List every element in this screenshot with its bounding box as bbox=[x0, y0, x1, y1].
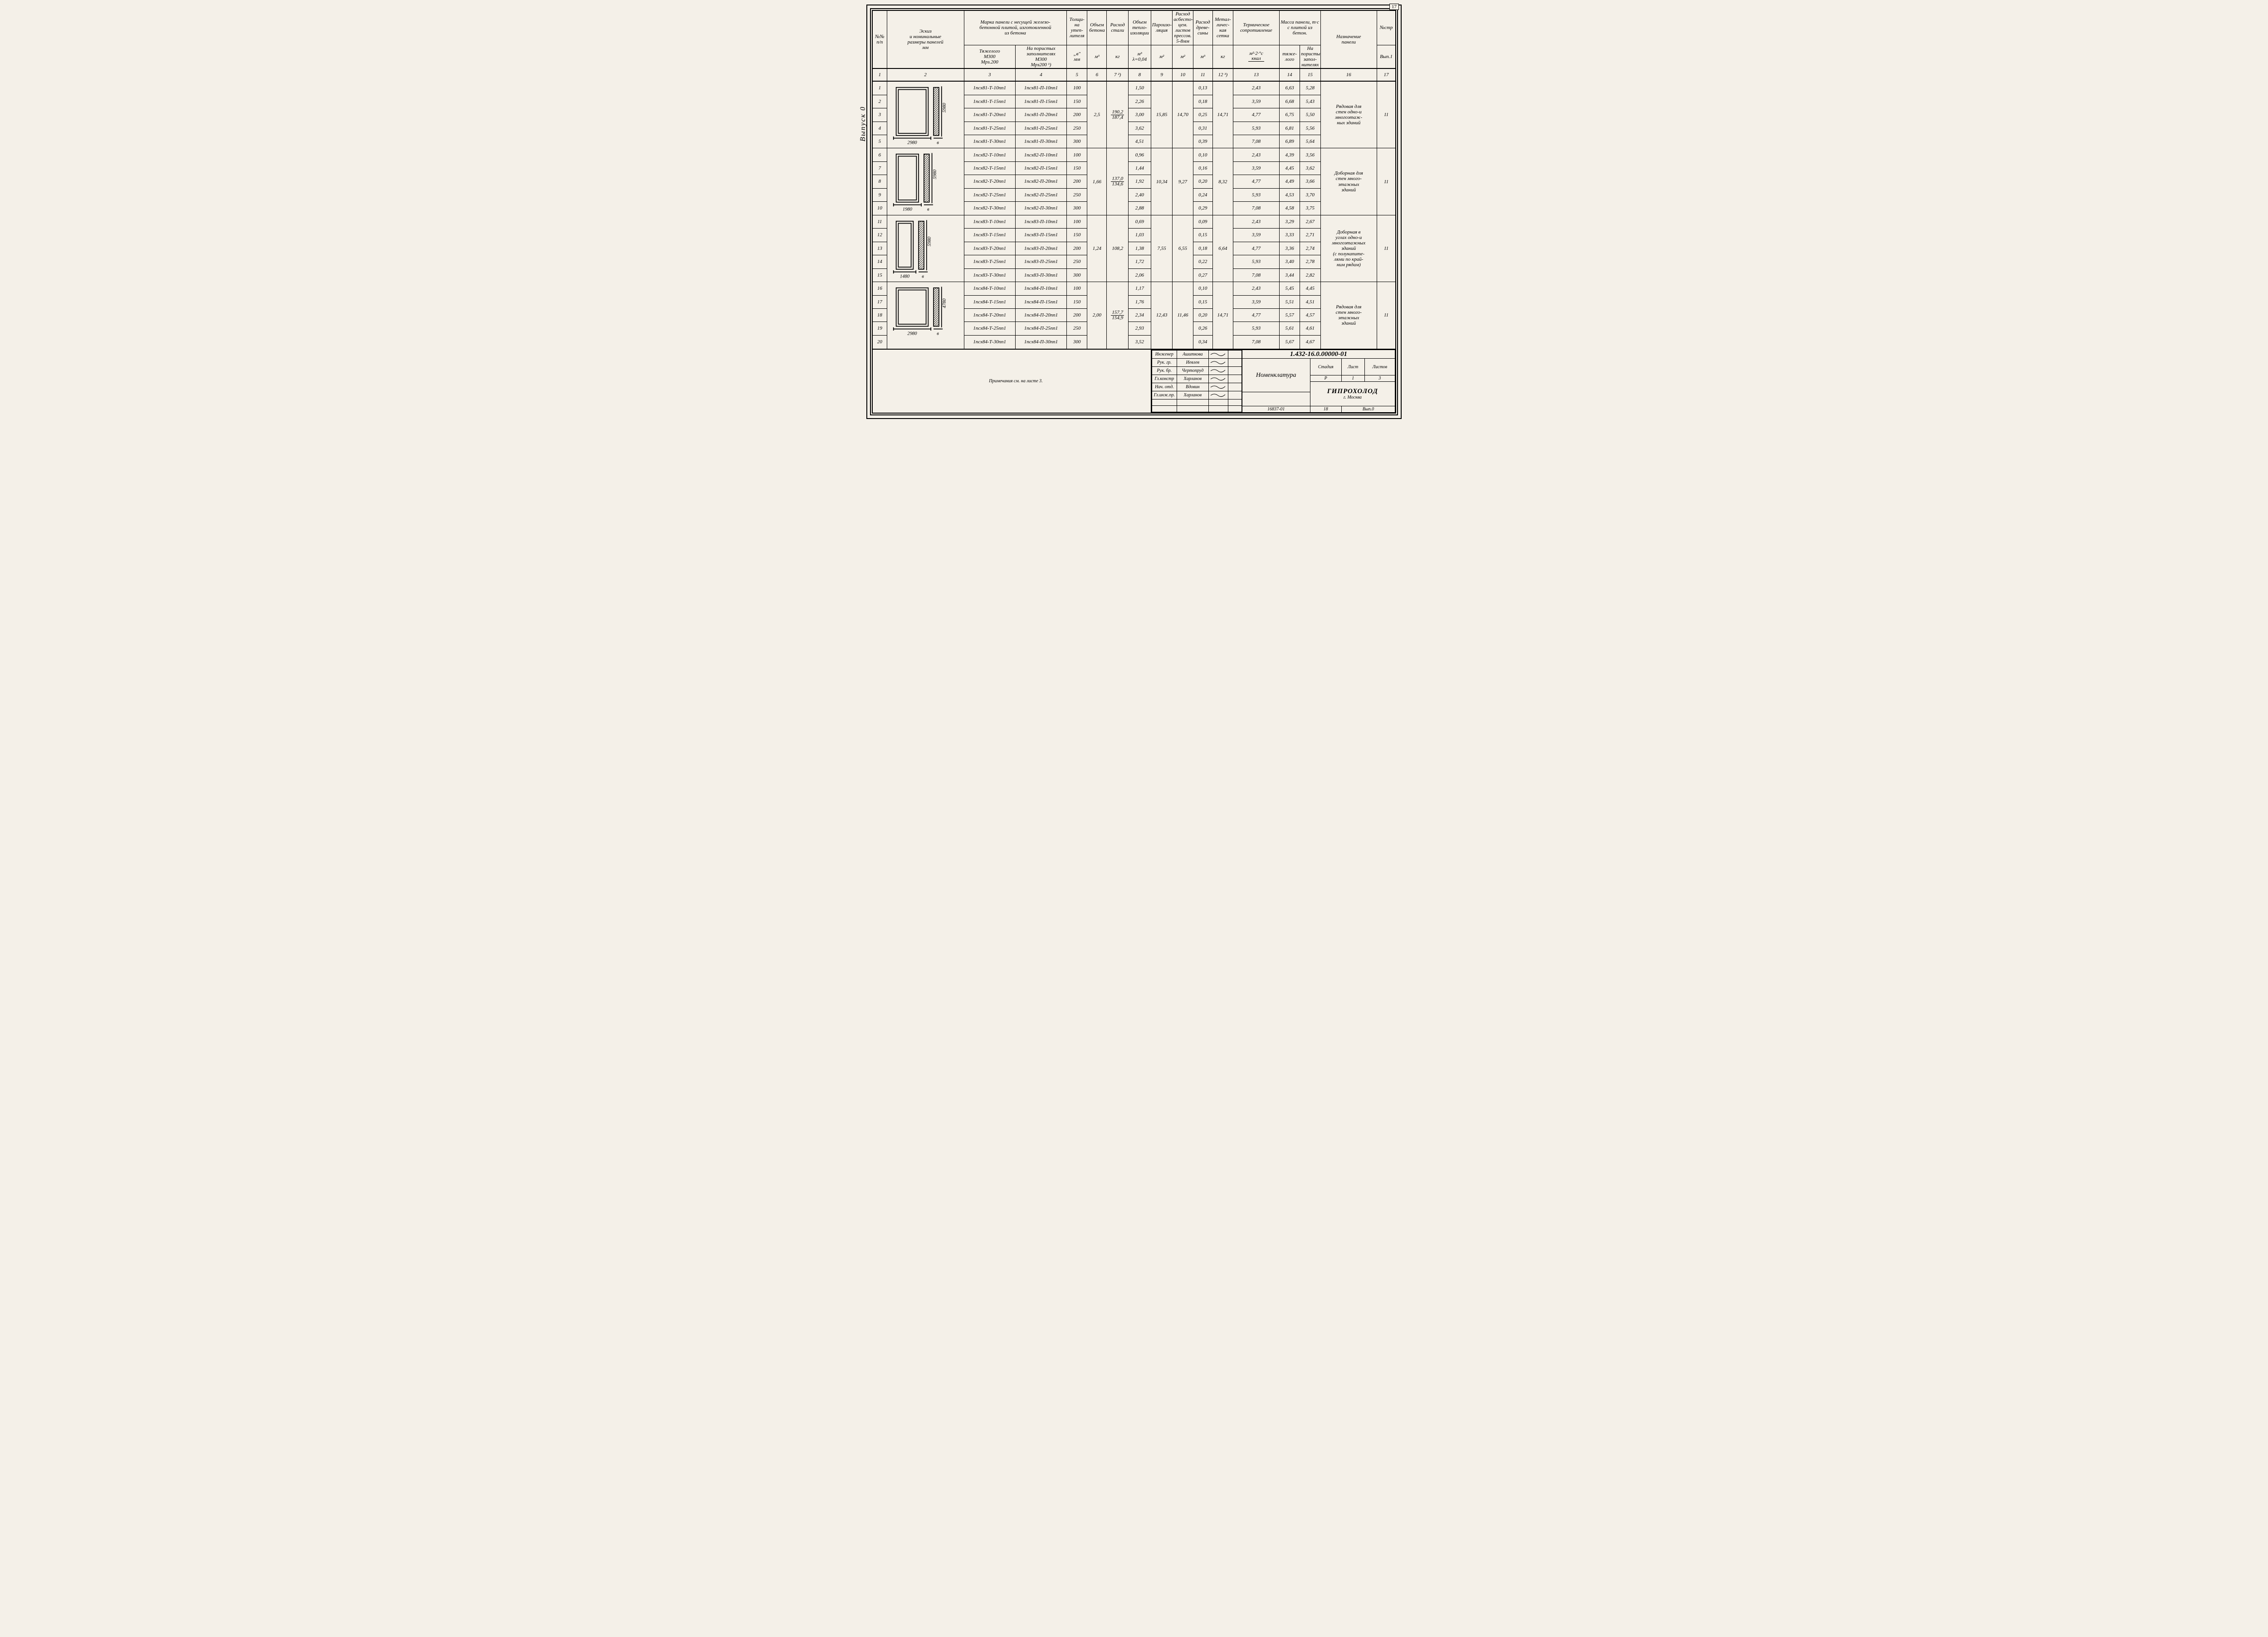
side-release-label: Выпуск 0 bbox=[859, 106, 867, 141]
col-num: 5 bbox=[1067, 68, 1087, 81]
h-c8t: Объемтепло-изоляции bbox=[1128, 11, 1151, 45]
h-c11s: м³ bbox=[1193, 45, 1212, 68]
header-row-1: №№п/п Эскизи номинальныеразмеры панелейм… bbox=[873, 11, 1396, 45]
col-num: 4 bbox=[1015, 68, 1066, 81]
svg-text:2980: 2980 bbox=[907, 331, 917, 336]
h-c8s: м³λ=0,04 bbox=[1128, 45, 1151, 68]
purpose-cell: Рядовая длястен много-этажныхзданий bbox=[1320, 282, 1377, 349]
h-c13s: м²·2·°сккал bbox=[1233, 45, 1280, 68]
svg-text:в: в bbox=[922, 274, 924, 279]
col-num: 16 bbox=[1320, 68, 1377, 81]
h-c12s: кг bbox=[1212, 45, 1233, 68]
col-num: 8 bbox=[1128, 68, 1151, 81]
svg-text:1980: 1980 bbox=[903, 207, 913, 212]
h-c4: На пористыхзаполнителяхМ300Мрз200 ¹) bbox=[1015, 45, 1066, 68]
svg-text:4780: 4780 bbox=[942, 298, 947, 308]
h-c14: тяже-лого bbox=[1279, 45, 1300, 68]
h-c6s: м³ bbox=[1087, 45, 1107, 68]
col-num: 1 bbox=[873, 68, 887, 81]
svg-text:5980: 5980 bbox=[927, 236, 932, 246]
h-c6t: Объембетона bbox=[1087, 11, 1107, 45]
svg-text:в: в bbox=[937, 141, 939, 146]
h-c1415: Масса панели, т·сс плитой из бетон. bbox=[1279, 11, 1320, 45]
drawing-sheet: 17 Выпуск 0 №№п/п Эскизи номинальныеразм… bbox=[866, 5, 1402, 419]
h-c2: Эскизи номинальныеразмеры панелеймм bbox=[887, 11, 964, 68]
svg-text:в: в bbox=[937, 331, 939, 336]
sketch-cell: 2980 5980 в bbox=[887, 81, 964, 148]
table-row: 16 2980 4780 в 1псх84-Т-10пп11псх84-П-10… bbox=[873, 282, 1396, 295]
nomenclature-table: №№п/п Эскизи номинальныеразмеры панелейм… bbox=[872, 10, 1396, 413]
drawing-title: Номенклатура bbox=[1242, 359, 1310, 392]
h-c1: №№п/п bbox=[873, 11, 887, 68]
h-c3: ТяжелогоМ300Мрз.200 bbox=[964, 45, 1015, 68]
h-c5t: Толщи-на утеп-лителя bbox=[1067, 11, 1087, 45]
col-num: 2 bbox=[887, 68, 964, 81]
h-c10t: Расходасбесто-цем.листовпрессов.5-8мм bbox=[1173, 11, 1193, 45]
svg-text:5980: 5980 bbox=[933, 170, 938, 180]
sketch-cell: 1980 5980 в bbox=[887, 148, 964, 215]
table-row: 6 1980 5980 в 1псх82-Т-10пп11псх82-П-10п… bbox=[873, 148, 1396, 161]
col-num: 11 bbox=[1193, 68, 1212, 81]
h-c10s: м² bbox=[1173, 45, 1193, 68]
h-c15: Напористызапол-нителях bbox=[1300, 45, 1320, 68]
col-num: 6 bbox=[1087, 68, 1107, 81]
title-block-cell: ИнженерАшитковаРук. гр.ИевлевРук. бр.Чер… bbox=[1151, 349, 1395, 413]
col-num: 17 bbox=[1377, 68, 1396, 81]
col-num: 15 bbox=[1300, 68, 1320, 81]
signatures-table: ИнженерАшитковаРук. гр.ИевлевРук. бр.Чер… bbox=[1152, 350, 1242, 412]
purpose-cell: Рядовая длястен одно-имногоэтаж-ных здан… bbox=[1320, 81, 1377, 148]
svg-text:1480: 1480 bbox=[900, 274, 910, 279]
h-c17t: №стр bbox=[1377, 11, 1396, 45]
h-c5s: „в"мм bbox=[1067, 45, 1087, 68]
h-c9t: Пароизо-ляция bbox=[1151, 11, 1173, 45]
col-num: 13 bbox=[1233, 68, 1280, 81]
purpose-cell: Доборная вуглах одно-имногоэтажныхзданий… bbox=[1320, 215, 1377, 282]
title-block: ИнженерАшитковаРук. гр.ИевлевРук. бр.Чер… bbox=[1151, 350, 1395, 413]
h-c16: Назначениепанели bbox=[1320, 11, 1377, 68]
table-row: 1 2980 5980 в 1псх81-Т-10пп11псх81-П-10п… bbox=[873, 81, 1396, 95]
footnote: Примечания см. на листе 3. bbox=[873, 349, 1151, 413]
sketch-cell: 2980 4780 в bbox=[887, 282, 964, 349]
page-number: 17 bbox=[1389, 4, 1399, 10]
h-c9s: м² bbox=[1151, 45, 1173, 68]
h-c13t: Термическоесопротивление bbox=[1233, 11, 1280, 45]
col-num: 7 ²) bbox=[1107, 68, 1129, 81]
col-num: 12 ³) bbox=[1212, 68, 1233, 81]
table-row: 11 1480 5980 в 1псх83-Т-10пп11псх83-П-10… bbox=[873, 215, 1396, 228]
col-num: 9 bbox=[1151, 68, 1173, 81]
purpose-cell: Доборная длястен много-этажныхзданий bbox=[1320, 148, 1377, 215]
drawing-code: 1.432-16.0.00000-01 bbox=[1242, 350, 1395, 359]
h-c34: Марка панели с несущей железо-бетонной п… bbox=[964, 11, 1067, 45]
svg-text:в: в bbox=[927, 207, 929, 212]
svg-text:2980: 2980 bbox=[907, 141, 917, 146]
h-c7t: Расходстали bbox=[1107, 11, 1129, 45]
h-c7s: кг bbox=[1107, 45, 1129, 68]
h-c11t: Расходдреве-сины bbox=[1193, 11, 1212, 45]
org: ГИПРОХОЛОД г. Москва bbox=[1310, 382, 1395, 406]
h-c12t: Метал-личес-каясетка bbox=[1212, 11, 1233, 45]
col-num: 10 bbox=[1173, 68, 1193, 81]
column-number-row: 1234567 ²)89101112 ³)1314151617 bbox=[873, 68, 1396, 81]
col-num: 14 bbox=[1279, 68, 1300, 81]
col-num: 3 bbox=[964, 68, 1015, 81]
sketch-cell: 1480 5980 в bbox=[887, 215, 964, 282]
svg-text:5980: 5980 bbox=[942, 102, 947, 112]
h-c17s: Вып.1 bbox=[1377, 45, 1396, 68]
footer-row: Примечания см. на листе 3. ИнженерАшитко… bbox=[873, 349, 1396, 413]
